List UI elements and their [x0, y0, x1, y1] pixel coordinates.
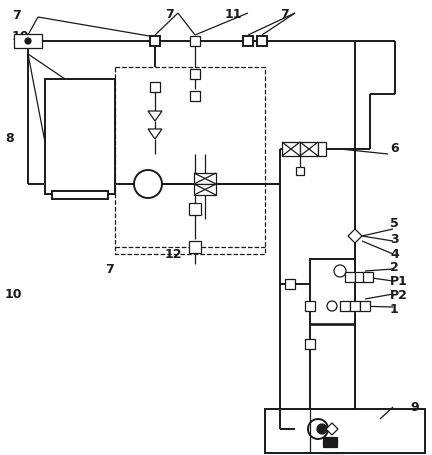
Bar: [190, 37, 200, 47]
Bar: [323, 437, 337, 447]
Text: 10: 10: [5, 288, 22, 301]
Text: 7: 7: [280, 7, 289, 20]
Bar: [360, 301, 370, 311]
Polygon shape: [148, 130, 162, 140]
Bar: [282, 143, 300, 157]
Bar: [310, 259, 355, 409]
Text: 5: 5: [390, 217, 399, 230]
Text: 1: 1: [390, 303, 399, 316]
Text: 2: 2: [390, 261, 399, 274]
Bar: [305, 339, 315, 349]
Bar: [189, 242, 201, 253]
Text: 7: 7: [165, 7, 174, 20]
Text: P1: P1: [390, 275, 408, 288]
Bar: [190, 70, 200, 80]
Bar: [190, 92, 200, 102]
Bar: [285, 279, 295, 289]
Polygon shape: [348, 229, 362, 243]
Text: 8: 8: [5, 131, 14, 144]
Text: P2: P2: [390, 289, 408, 302]
Bar: [265, 409, 425, 453]
Bar: [340, 301, 350, 311]
Bar: [23, 37, 33, 47]
Text: 4: 4: [390, 247, 399, 260]
Bar: [296, 167, 304, 176]
Bar: [52, 192, 108, 200]
Bar: [150, 83, 160, 93]
Bar: [243, 37, 253, 47]
Bar: [194, 185, 216, 196]
Bar: [14, 35, 42, 49]
Text: 7: 7: [12, 9, 21, 21]
Bar: [189, 203, 201, 216]
Text: 10: 10: [12, 30, 29, 42]
Text: 12: 12: [165, 248, 182, 261]
Bar: [45, 80, 115, 195]
Circle shape: [25, 39, 31, 45]
Bar: [150, 37, 160, 47]
Bar: [300, 143, 318, 157]
Polygon shape: [148, 112, 162, 122]
Bar: [194, 174, 216, 185]
Text: 6: 6: [390, 141, 399, 154]
Text: 9: 9: [410, 400, 419, 414]
Bar: [305, 301, 315, 311]
Bar: [355, 273, 365, 283]
Polygon shape: [326, 423, 338, 435]
Bar: [363, 273, 373, 283]
Bar: [345, 273, 355, 283]
Bar: [115, 68, 265, 254]
Text: 3: 3: [390, 233, 399, 246]
Bar: [350, 301, 360, 311]
Bar: [318, 143, 326, 157]
Text: 7: 7: [105, 263, 114, 276]
Text: 11: 11: [225, 7, 242, 20]
Bar: [257, 37, 267, 47]
Circle shape: [317, 424, 327, 434]
